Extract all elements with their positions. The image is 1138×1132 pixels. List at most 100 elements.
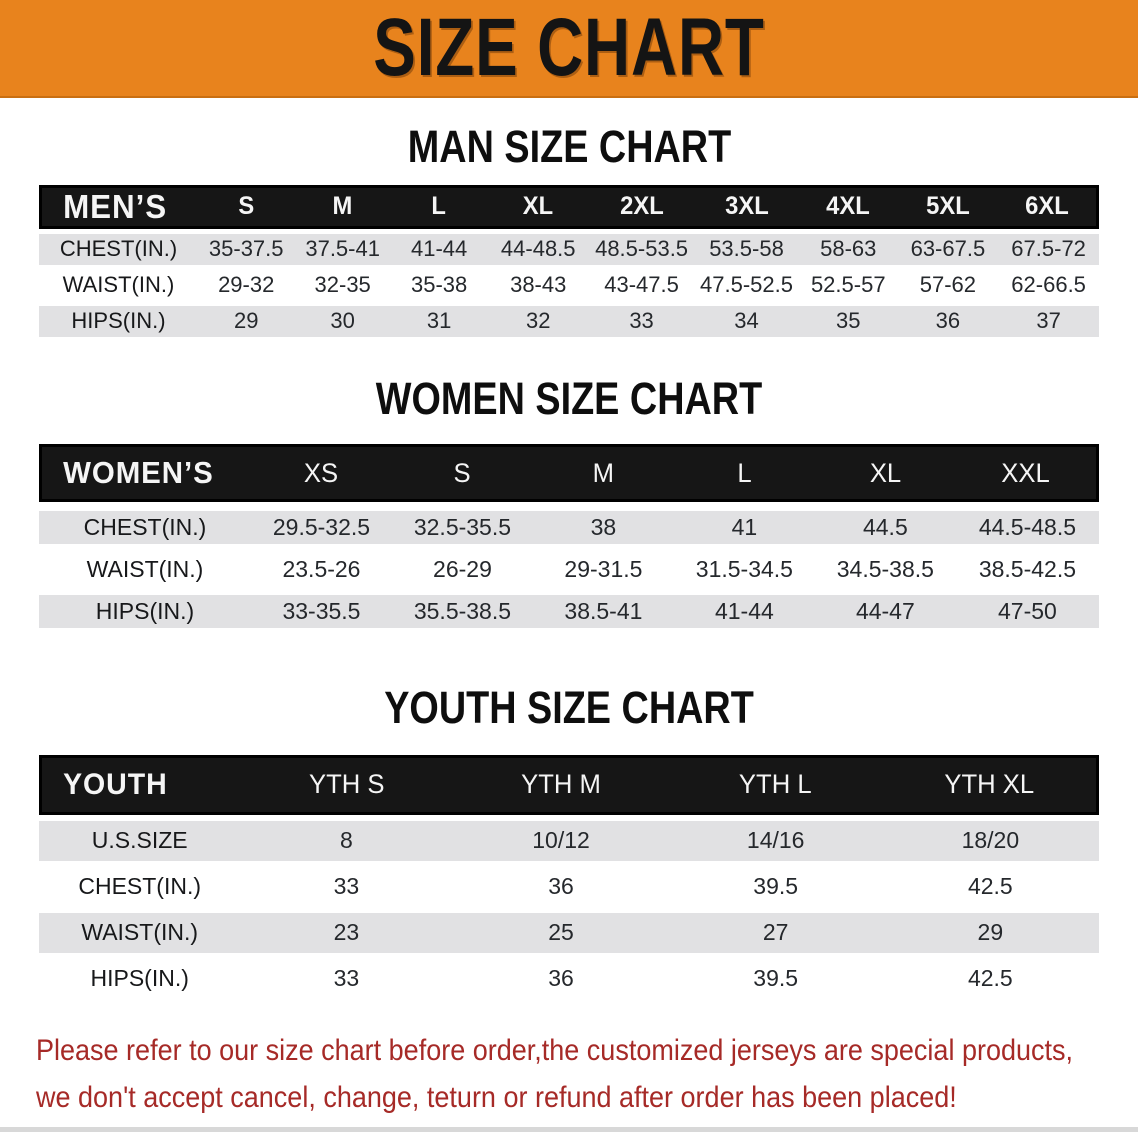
size-cell: 37.5-41 [294, 233, 391, 265]
men-header-row: MEN’S S M L XL 2XL 3XL 4XL 5XL 6XL [39, 184, 1099, 229]
size-cell: 29 [881, 912, 1099, 953]
youth-size-table: YOUTH YTH S YTH M YTH L YTH XL U.S.SIZE … [39, 749, 1099, 1005]
size-cell: 41-44 [390, 233, 488, 265]
men-size-col: S [197, 184, 295, 229]
size-cell: 32.5-35.5 [391, 511, 533, 544]
size-cell: 31 [390, 305, 488, 337]
size-cell: 25 [452, 912, 670, 953]
women-size-col: XS [251, 444, 392, 502]
size-cell: 33 [589, 305, 695, 337]
row-label: WAIST(IN.) [39, 553, 251, 586]
size-cell: 41 [673, 511, 815, 544]
size-cell: 44-47 [814, 595, 956, 628]
size-cell: 53.5-58 [694, 233, 799, 265]
men-corner-cell: MEN’S [39, 184, 198, 229]
men-heading-text: MAN SIZE CHART [407, 121, 731, 172]
size-cell: 10/12 [452, 820, 670, 861]
youth-corner-label: YOUTH [63, 767, 168, 801]
size-cell: 29-32 [197, 269, 295, 301]
women-header-row: WOMEN’S XS S M L XL XXL [39, 444, 1099, 502]
row-label: WAIST(IN.) [39, 912, 241, 953]
size-cell: 36 [452, 866, 670, 907]
banner: SIZE CHART [0, 0, 1138, 98]
size-cell: 26-29 [391, 553, 533, 586]
size-cell: 38.5-41 [532, 595, 674, 628]
women-corner-cell: WOMEN’S [39, 444, 251, 502]
banner-title: SIZE CHART [373, 1, 765, 94]
size-cell: 35.5-38.5 [391, 595, 533, 628]
men-size-col: 2XL [589, 184, 695, 229]
men-size-col: M [294, 184, 391, 229]
size-cell: 8 [240, 820, 453, 861]
size-cell: 47-50 [955, 595, 1099, 628]
size-cell: 38-43 [487, 269, 590, 301]
size-cell: 29 [197, 305, 295, 337]
size-cell: 67.5-72 [998, 233, 1099, 265]
men-chest-row: CHEST(IN.) 35-37.5 37.5-41 41-44 44-48.5… [39, 233, 1099, 265]
women-corner-label: WOMEN’S [63, 455, 214, 490]
size-cell: 38.5-42.5 [955, 553, 1099, 586]
men-waist-row: WAIST(IN.) 29-32 32-35 35-38 38-43 43-47… [39, 269, 1099, 301]
size-cell: 23 [240, 912, 453, 953]
row-label: WAIST(IN.) [39, 269, 198, 301]
youth-hips-row: HIPS(IN.) 33 36 39.5 42.5 [39, 958, 1099, 999]
women-size-col: S [391, 444, 533, 502]
youth-size-col: YTH XL [881, 754, 1099, 815]
youth-heading-text: YOUTH SIZE CHART [384, 682, 754, 733]
row-label: HIPS(IN.) [39, 958, 241, 999]
disclaimer: Please refer to our size chart before or… [36, 1027, 1138, 1121]
disclaimer-line-2: we don't accept cancel, change, teturn o… [36, 1080, 957, 1114]
men-size-col: 6XL [998, 184, 1099, 229]
size-cell: 30 [294, 305, 391, 337]
women-size-col: XL [814, 444, 956, 502]
size-cell: 31.5-34.5 [673, 553, 815, 586]
youth-section-heading: YOUTH SIZE CHART [0, 683, 1138, 733]
size-cell: 34 [694, 305, 799, 337]
disclaimer-line-1: Please refer to our size chart before or… [36, 1033, 1074, 1067]
row-label: HIPS(IN.) [39, 305, 198, 337]
youth-size-col: YTH M [452, 754, 670, 815]
size-cell: 35-37.5 [197, 233, 295, 265]
row-label: U.S.SIZE [39, 820, 241, 861]
men-size-col: XL [487, 184, 590, 229]
size-cell: 29.5-32.5 [251, 511, 392, 544]
size-cell: 42.5 [881, 866, 1099, 907]
men-size-col: 4XL [798, 184, 898, 229]
size-cell: 42.5 [881, 958, 1099, 999]
youth-header-row: YOUTH YTH S YTH M YTH L YTH XL [39, 754, 1099, 815]
size-cell: 36 [897, 305, 999, 337]
size-cell: 47.5-52.5 [694, 269, 799, 301]
size-cell: 23.5-26 [251, 553, 392, 586]
size-cell: 44.5-48.5 [955, 511, 1099, 544]
bottom-edge-strip [0, 1127, 1138, 1132]
size-cell: 27 [669, 912, 882, 953]
size-cell: 33-35.5 [251, 595, 392, 628]
row-label: CHEST(IN.) [39, 511, 251, 544]
men-hips-row: HIPS(IN.) 29 30 31 32 33 34 35 36 37 [39, 305, 1099, 337]
men-corner-label: MEN’S [63, 187, 168, 225]
size-cell: 39.5 [669, 958, 882, 999]
women-size-col: M [532, 444, 674, 502]
women-hips-row: HIPS(IN.) 33-35.5 35.5-38.5 38.5-41 41-4… [39, 595, 1099, 628]
size-cell: 43-47.5 [589, 269, 695, 301]
youth-size-col: YTH S [240, 754, 453, 815]
men-size-col: L [390, 184, 488, 229]
size-cell: 38 [532, 511, 674, 544]
women-section-heading: WOMEN SIZE CHART [0, 373, 1138, 424]
size-cell: 63-67.5 [897, 233, 999, 265]
size-cell: 34.5-38.5 [814, 553, 956, 586]
size-cell: 33 [240, 866, 453, 907]
women-size-col: XXL [955, 444, 1099, 502]
men-size-col: 5XL [897, 184, 999, 229]
size-cell: 48.5-53.5 [589, 233, 695, 265]
size-cell: 35 [798, 305, 898, 337]
row-label: HIPS(IN.) [39, 595, 251, 628]
youth-waist-row: WAIST(IN.) 23 25 27 29 [39, 912, 1099, 953]
row-label: CHEST(IN.) [39, 233, 198, 265]
youth-corner-cell: YOUTH [39, 754, 241, 815]
women-size-table: WOMEN’S XS S M L XL XXL CHEST(IN.) 29.5-… [39, 435, 1099, 637]
size-cell: 33 [240, 958, 453, 999]
size-cell: 36 [452, 958, 670, 999]
women-waist-row: WAIST(IN.) 23.5-26 26-29 29-31.5 31.5-34… [39, 553, 1099, 586]
size-cell: 62-66.5 [998, 269, 1099, 301]
